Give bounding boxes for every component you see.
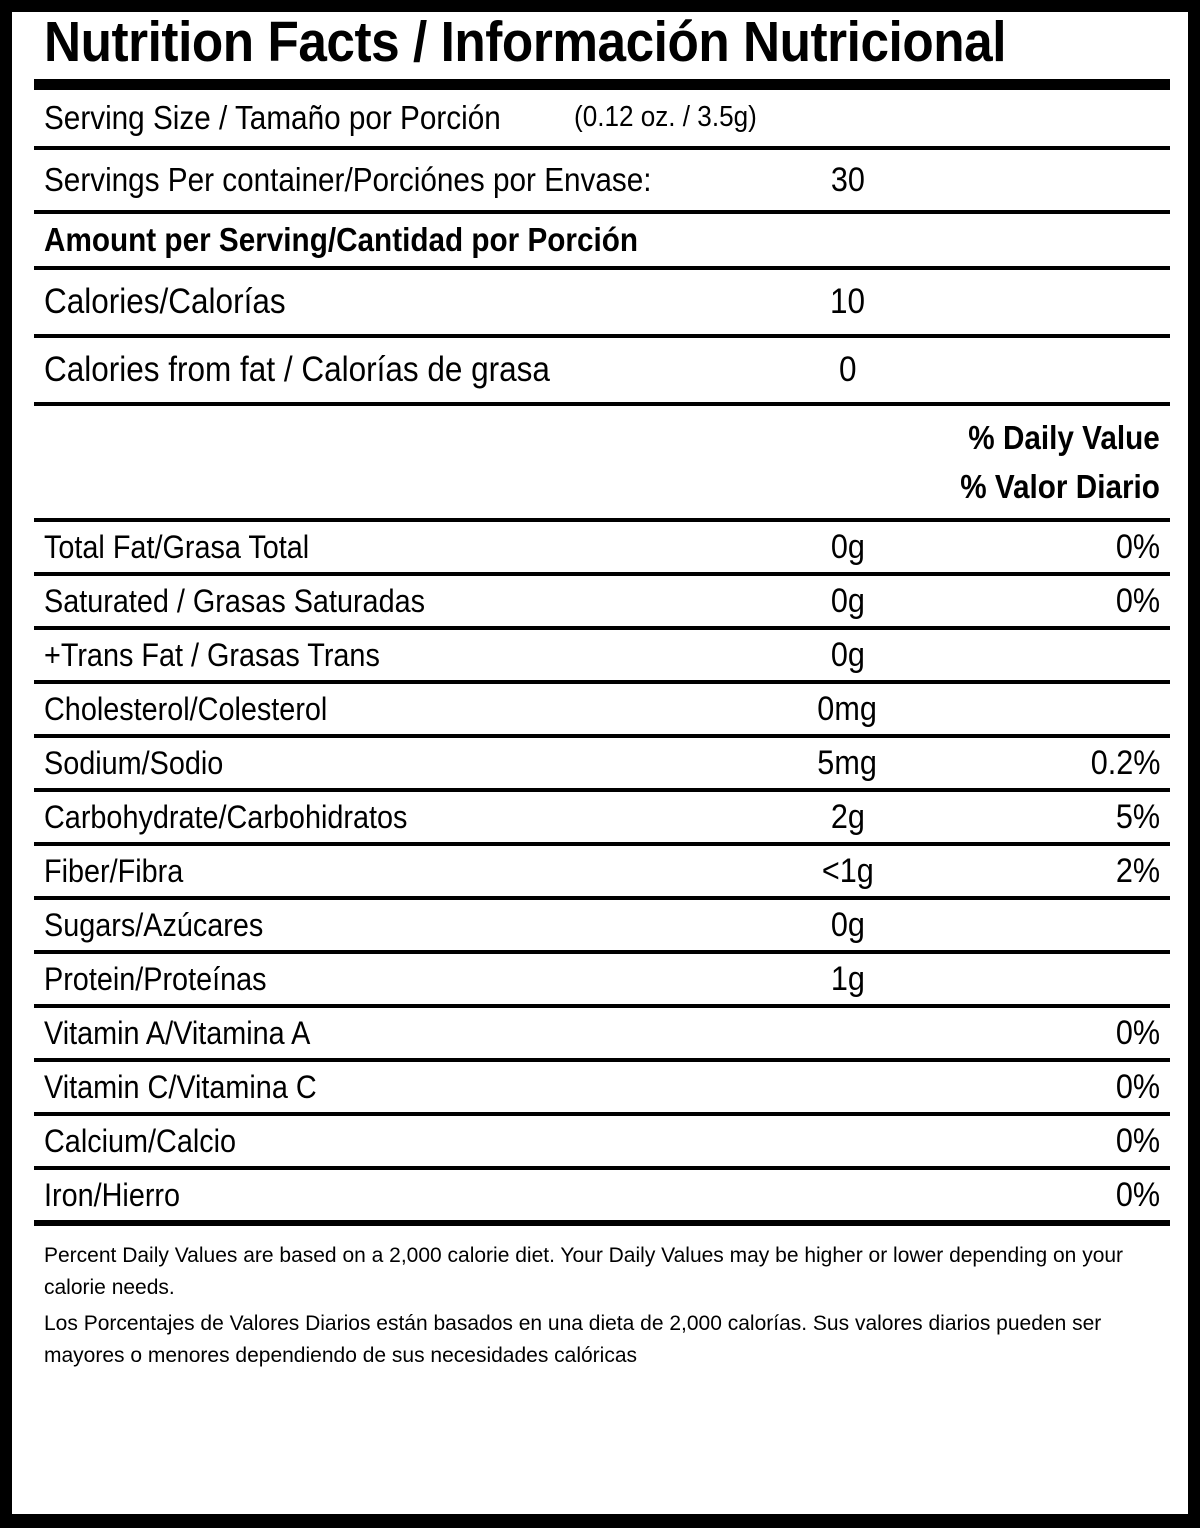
footnote-english-line-2: calorie needs. bbox=[44, 1275, 175, 1299]
serving-size-label: Serving Size / Tamaño por Porción bbox=[44, 99, 501, 137]
nutrient-amount: 0mg bbox=[817, 689, 878, 728]
amount-per-serving-row: Amount per Serving/Cantidad por Porción bbox=[34, 214, 1170, 266]
divider bbox=[34, 1165, 1170, 1170]
footnote-english: Percent Daily Values are based on a 2,00… bbox=[44, 1240, 1154, 1304]
nutrient-dv bbox=[955, 692, 1170, 726]
nutrient-label: +Trans Fat / Grasas Trans bbox=[44, 636, 380, 673]
vitamin-label: Calcium/Calcio bbox=[44, 1122, 237, 1159]
nutrient-dv: 2% bbox=[1115, 851, 1160, 890]
nutrient-label: Saturated / Grasas Saturadas bbox=[44, 582, 426, 619]
table-row: Vitamin C/Vitamina C 0% bbox=[34, 1062, 1170, 1112]
divider-under-calories-from-fat bbox=[34, 401, 1170, 406]
servings-per-container-value: 30 bbox=[830, 160, 865, 199]
footnote-spanish-line-2: mayores o menores dependiendo de sus nec… bbox=[44, 1343, 638, 1367]
nutrient-label: Carbohydrate/Carbohidratos bbox=[44, 798, 408, 835]
calories-label: Calories/Calorías bbox=[44, 282, 286, 322]
nutrient-dv: 0.2% bbox=[1090, 743, 1160, 782]
serving-size-value: (0.12 oz. / 3.5g) bbox=[573, 101, 757, 134]
divider bbox=[34, 1111, 1170, 1116]
daily-value-header-english: % Daily Value bbox=[968, 418, 1160, 456]
footnote-english-line-1: Percent Daily Values are based on a 2,00… bbox=[44, 1243, 1124, 1267]
servings-per-container-row: Servings Per container/Porciónes por Env… bbox=[34, 150, 1170, 210]
divider bbox=[34, 787, 1170, 792]
table-row: Vitamin A/Vitamina A 0% bbox=[34, 1008, 1170, 1058]
divider bbox=[34, 1057, 1170, 1062]
table-row: Cholesterol/Colesterol 0mg bbox=[34, 684, 1170, 734]
nutrient-label: Total Fat/Grasa Total bbox=[44, 528, 310, 565]
table-row: Protein/Proteínas 1g bbox=[34, 954, 1170, 1004]
divider-under-servings bbox=[34, 209, 1170, 214]
table-row: Sodium/Sodio 5mg 0.2% bbox=[34, 738, 1170, 788]
table-row: Iron/Hierro 0% bbox=[34, 1170, 1170, 1220]
table-row: Carbohydrate/Carbohidratos 2g 5% bbox=[34, 792, 1170, 842]
daily-value-header: % Daily Value % Valor Diario bbox=[34, 406, 1170, 518]
label-header: Nutrition Facts / Información Nutriciona… bbox=[34, 12, 1170, 79]
divider bbox=[34, 571, 1170, 576]
divider-above-footnote bbox=[34, 1219, 1170, 1226]
nutrient-amount: 0g bbox=[830, 635, 865, 674]
page-title: Nutrition Facts / Información Nutriciona… bbox=[44, 10, 1170, 74]
table-row: Calcium/Calcio 0% bbox=[34, 1116, 1170, 1166]
table-row: Sugars/Azúcares 0g bbox=[34, 900, 1170, 950]
nutrient-label: Sugars/Azúcares bbox=[44, 906, 264, 943]
divider bbox=[34, 841, 1170, 846]
nutrient-label: Protein/Proteínas bbox=[44, 960, 267, 997]
nutrient-amount: 1g bbox=[830, 959, 865, 998]
footnote: Percent Daily Values are based on a 2,00… bbox=[34, 1226, 1170, 1372]
nutrient-dv: 0% bbox=[1115, 527, 1160, 566]
divider-under-serving-size bbox=[34, 145, 1170, 150]
table-row: +Trans Fat / Grasas Trans 0g bbox=[34, 630, 1170, 680]
footnote-spanish: Los Porcentajes de Valores Diarios están… bbox=[44, 1308, 1154, 1372]
nutrient-amount: 0g bbox=[830, 527, 865, 566]
nutrient-dv bbox=[955, 962, 1170, 996]
vitamin-label: Vitamin A/Vitamina A bbox=[44, 1014, 311, 1051]
vitamin-label: Iron/Hierro bbox=[44, 1176, 181, 1213]
nutrient-label: Cholesterol/Colesterol bbox=[44, 690, 328, 727]
divider bbox=[34, 625, 1170, 630]
nutrient-amount: 0g bbox=[830, 905, 865, 944]
nutrient-label: Fiber/Fibra bbox=[44, 852, 184, 889]
calories-row: Calories/Calorías 10 bbox=[34, 270, 1170, 334]
divider-under-amount-per-serving bbox=[34, 265, 1170, 270]
divider bbox=[34, 679, 1170, 684]
vitamin-dv: 0% bbox=[1115, 1175, 1160, 1214]
nutrient-dv bbox=[955, 908, 1170, 942]
divider bbox=[34, 733, 1170, 738]
table-row: Fiber/Fibra <1g 2% bbox=[34, 846, 1170, 896]
vitamin-dv: 0% bbox=[1115, 1013, 1160, 1052]
nutrient-amount: <1g bbox=[821, 851, 874, 890]
amount-per-serving-label: Amount per Serving/Cantidad por Porción bbox=[44, 221, 639, 259]
nutrient-dv: 0% bbox=[1115, 581, 1160, 620]
servings-per-container-label: Servings Per container/Porciónes por Env… bbox=[44, 161, 652, 199]
vitamin-label: Vitamin C/Vitamina C bbox=[44, 1068, 317, 1105]
divider-under-daily-value-header bbox=[34, 517, 1170, 522]
calories-from-fat-label: Calories from fat / Calorías de grasa bbox=[44, 350, 550, 390]
daily-value-header-spanish: % Valor Diario bbox=[960, 467, 1160, 505]
calories-value: 10 bbox=[829, 282, 866, 322]
vitamin-dv: 0% bbox=[1115, 1121, 1160, 1160]
page-title-text: Nutrition Facts / Información Nutriciona… bbox=[44, 10, 1007, 74]
nutrient-label: Sodium/Sodio bbox=[44, 744, 224, 781]
nutrient-amount: 0g bbox=[830, 581, 865, 620]
table-row: Total Fat/Grasa Total 0g 0% bbox=[34, 522, 1170, 572]
divider-under-calories bbox=[34, 333, 1170, 338]
footnote-spanish-line-1: Los Porcentajes de Valores Diarios están… bbox=[44, 1311, 1102, 1335]
divider bbox=[34, 949, 1170, 954]
nutrient-amount: 5mg bbox=[817, 743, 878, 782]
calories-from-fat-value: 0 bbox=[838, 350, 857, 390]
nutrient-amount: 2g bbox=[830, 797, 865, 836]
nutrient-dv: 5% bbox=[1115, 797, 1160, 836]
divider-thick-under-title bbox=[34, 78, 1170, 90]
calories-from-fat-row: Calories from fat / Calorías de grasa 0 bbox=[34, 338, 1170, 402]
vitamin-dv: 0% bbox=[1115, 1067, 1160, 1106]
divider bbox=[34, 895, 1170, 900]
serving-size-row: Serving Size / Tamaño por Porción (0.12 … bbox=[34, 90, 1170, 146]
nutrient-dv bbox=[955, 638, 1170, 672]
table-row: Saturated / Grasas Saturadas 0g 0% bbox=[34, 576, 1170, 626]
divider bbox=[34, 1003, 1170, 1008]
